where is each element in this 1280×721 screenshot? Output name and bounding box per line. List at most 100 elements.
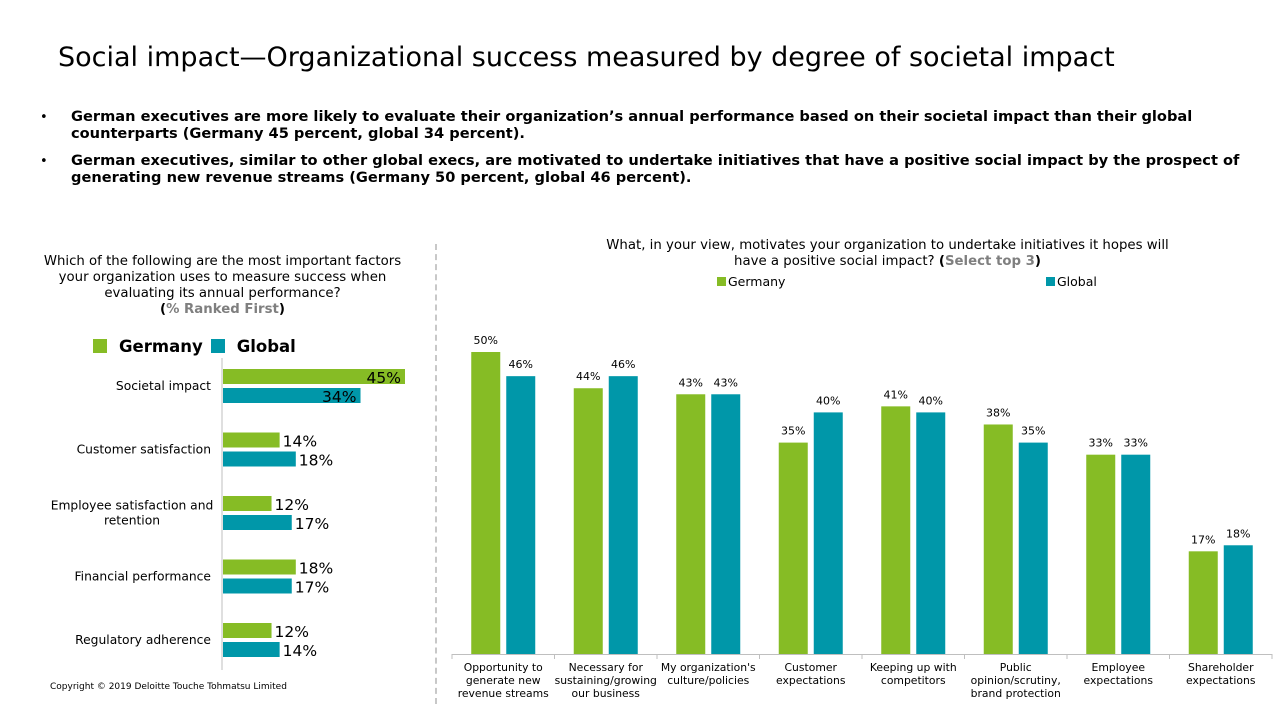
data-label: 44% [576, 370, 600, 383]
legend-label-global: Global [236, 336, 296, 356]
bar-global [223, 388, 361, 403]
data-label: 17% [295, 579, 329, 597]
bar-global [223, 578, 292, 594]
right-question-text: What, in your view, motivates your organ… [606, 238, 1169, 269]
bullet-item: • German executives, similar to other gl… [40, 152, 1255, 186]
legend-label-germany: Germany [728, 274, 786, 289]
category-label: opinion/scrutiny, [971, 674, 1061, 687]
data-label: 40% [919, 394, 943, 407]
data-label: 33% [1089, 437, 1113, 450]
legend-swatch-global [1046, 277, 1055, 286]
left-question-highlight: % Ranked First [166, 302, 279, 317]
bar-global [506, 376, 536, 654]
category-label: Customer [785, 661, 838, 674]
bar-germany [223, 369, 405, 384]
legend-swatch-germany [717, 277, 726, 286]
bar-germany [223, 432, 280, 448]
bullet-text: German executives, similar to other glob… [71, 152, 1240, 186]
category-label: Public [1000, 661, 1032, 674]
data-label: 33% [1124, 437, 1148, 450]
data-label: 45% [367, 369, 401, 387]
left-chart-question: Which of the following are the most impo… [30, 254, 415, 318]
page-title: Social impact—Organizational success mea… [58, 42, 1115, 73]
category-label: Societal impact [116, 379, 211, 393]
category-label: sustaining/growing [555, 674, 657, 687]
category-label: culture/policies [667, 674, 749, 687]
data-label: 38% [986, 406, 1010, 419]
data-label: 18% [299, 560, 333, 578]
bar-global [813, 412, 843, 654]
data-label: 18% [1226, 527, 1250, 540]
bar-germany [573, 388, 603, 654]
bullet-item: • German executives are more likely to e… [40, 108, 1255, 142]
right-question-open-paren: ( [938, 254, 945, 269]
bar-global [608, 376, 638, 654]
data-label: 12% [275, 623, 309, 641]
data-label: 35% [1021, 425, 1045, 438]
data-label: 43% [679, 376, 703, 389]
data-label: 46% [509, 358, 533, 371]
bullet-list: • German executives are more likely to e… [40, 108, 1255, 196]
bullet-text: German executives are more likely to eva… [71, 108, 1193, 142]
bar-germany [983, 424, 1013, 654]
bar-germany [223, 559, 296, 575]
left-question-text: Which of the following are the most impo… [43, 254, 402, 301]
data-label: 12% [275, 496, 309, 514]
chart-divider [435, 244, 437, 704]
bar-germany [223, 623, 272, 638]
bar-global [1223, 545, 1253, 654]
data-label: 14% [283, 433, 317, 451]
bullet-icon: • [40, 154, 48, 169]
category-label: Necessary for [569, 661, 644, 674]
legend-swatch-germany [93, 339, 107, 353]
legend-swatch-global [210, 339, 225, 353]
bar-germany [1188, 551, 1218, 654]
category-label: Opportunity to [464, 661, 543, 674]
category-label: revenue streams [458, 687, 549, 700]
bar-global [711, 394, 741, 654]
bar-global [1121, 454, 1151, 654]
category-label: competitors [881, 674, 946, 687]
data-label: 40% [816, 394, 840, 407]
bar-germany [471, 352, 501, 654]
bullet-icon: • [40, 110, 48, 125]
category-label: generate new [466, 674, 541, 687]
category-label: expectations [776, 674, 846, 687]
left-question-close-paren: ) [278, 302, 285, 317]
data-label: 34% [322, 388, 356, 406]
bar-global [223, 451, 296, 467]
category-label: Financial performance [74, 570, 211, 584]
bar-germany [676, 394, 706, 654]
data-label: 50% [474, 334, 498, 347]
data-label: 14% [283, 642, 317, 660]
category-label: our business [572, 687, 641, 700]
bar-global [223, 515, 292, 530]
data-label: 46% [611, 358, 635, 371]
bar-germany [223, 496, 272, 511]
data-label: 35% [781, 425, 805, 438]
bar-global [916, 412, 946, 654]
data-label: 17% [295, 515, 329, 533]
category-label: Shareholder [1188, 661, 1254, 674]
data-label: 41% [884, 388, 908, 401]
category-label: expectations [1186, 674, 1256, 687]
copyright-text: Copyright © 2019 Deloitte Touche Tohmats… [50, 682, 287, 692]
bar-germany [778, 442, 808, 654]
category-label: Customer satisfaction [77, 443, 211, 457]
right-question-highlight: Select top 3 [944, 254, 1035, 269]
data-label: 43% [714, 376, 738, 389]
right-legend-item-global: Global [1046, 274, 1097, 289]
legend-label-germany: Germany [119, 336, 203, 356]
bar-germany [1086, 454, 1116, 654]
bar-global [1018, 442, 1048, 654]
legend-label-global: Global [1057, 274, 1097, 289]
data-label: 17% [1191, 533, 1215, 546]
category-label: expectations [1084, 674, 1154, 687]
category-label: Regulatory adherence [75, 633, 211, 647]
category-label: My organization's [661, 661, 756, 674]
category-label: Keeping up with [870, 661, 957, 674]
category-label: Employee [1092, 661, 1146, 674]
bar-global [223, 642, 280, 657]
data-label: 18% [299, 452, 333, 470]
